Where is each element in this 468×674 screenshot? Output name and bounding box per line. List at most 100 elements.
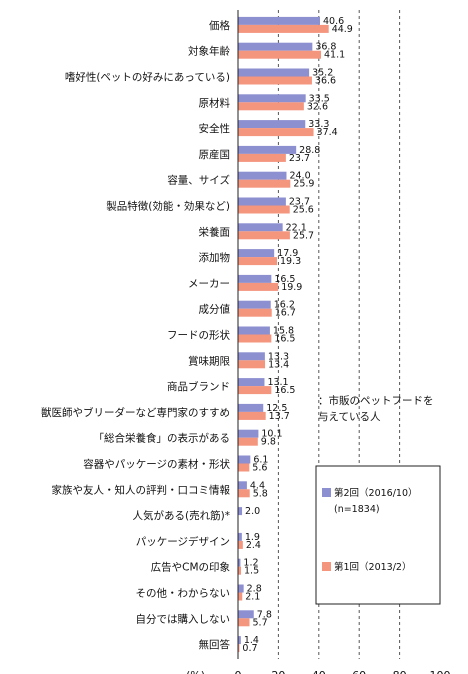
data-label: 0.7 bbox=[242, 643, 257, 654]
bar-series-2013 bbox=[238, 179, 291, 188]
data-label: 36.8 bbox=[315, 42, 336, 53]
data-label: 16.7 bbox=[275, 308, 296, 319]
bar-series-2016 bbox=[238, 352, 265, 361]
bars bbox=[238, 16, 329, 653]
data-label: 2.0 bbox=[245, 506, 260, 517]
bar-series-2016 bbox=[238, 300, 271, 309]
data-label: 25.7 bbox=[293, 230, 314, 241]
data-label: 22.1 bbox=[286, 222, 307, 233]
data-label: 6.1 bbox=[253, 455, 268, 466]
bar-series-2016 bbox=[238, 636, 241, 645]
bar-series-2016 bbox=[238, 249, 275, 258]
category-label: 原材料 bbox=[199, 96, 231, 109]
bar-series-2016 bbox=[238, 481, 247, 490]
bar-series-2016 bbox=[238, 584, 244, 593]
bar-series-2016 bbox=[238, 403, 264, 412]
data-label: 4.4 bbox=[250, 480, 265, 491]
data-label: 33.5 bbox=[309, 93, 330, 104]
bar-series-2013 bbox=[238, 644, 240, 653]
data-label: 13.7 bbox=[269, 411, 290, 422]
bar-series-2013 bbox=[238, 334, 272, 343]
bar-series-2016 bbox=[238, 120, 306, 129]
data-label: 24.0 bbox=[289, 171, 310, 182]
category-label: 原産国 bbox=[199, 148, 231, 161]
bar-series-2013 bbox=[238, 592, 243, 601]
data-label: 1.5 bbox=[244, 566, 259, 577]
category-label: 広告やCMの印象 bbox=[151, 561, 230, 574]
category-label: 家族や友人・知人の評判・口コミ情報 bbox=[52, 483, 231, 496]
bar-series-2016 bbox=[238, 94, 306, 103]
data-label: 23.7 bbox=[289, 197, 310, 208]
bar-series-2016 bbox=[238, 223, 283, 232]
data-label: 37.4 bbox=[317, 127, 338, 138]
data-label: 13.1 bbox=[267, 377, 288, 388]
x-tick-label: 0 bbox=[235, 669, 242, 674]
data-label: 16.5 bbox=[274, 334, 295, 345]
legend-box bbox=[315, 465, 441, 605]
data-label: 1.2 bbox=[243, 558, 258, 569]
data-label: 5.6 bbox=[252, 463, 267, 474]
data-label: 5.7 bbox=[253, 617, 268, 628]
bar-series-2016 bbox=[238, 42, 313, 51]
data-label: 19.3 bbox=[280, 256, 301, 267]
category-label: 価格 bbox=[209, 19, 230, 32]
category-label: 賞味期限 bbox=[188, 354, 230, 367]
data-label: 13.3 bbox=[268, 351, 289, 362]
bar-series-2013 bbox=[238, 153, 286, 162]
category-label: 安全性 bbox=[199, 122, 231, 135]
bar-series-2013 bbox=[238, 566, 242, 575]
bar-series-2016 bbox=[238, 378, 265, 387]
bar-series-2013 bbox=[238, 102, 304, 111]
x-unit-label: (%) bbox=[186, 669, 205, 674]
data-label: 19.9 bbox=[281, 282, 302, 293]
category-label: 製品特徴(効能・効果など) bbox=[106, 200, 230, 213]
data-label: 2.1 bbox=[245, 592, 260, 603]
bar-series-2013 bbox=[238, 489, 250, 498]
bar-series-2016 bbox=[238, 16, 321, 25]
data-label: 13.4 bbox=[268, 359, 289, 370]
annotation-line: 与えている人 bbox=[318, 411, 381, 423]
bar-series-2013 bbox=[238, 437, 258, 446]
data-label: 16.5 bbox=[274, 274, 295, 285]
bar-series-2013 bbox=[238, 76, 312, 85]
category-label: 自分では購入しない bbox=[136, 612, 231, 625]
data-label: 2.4 bbox=[246, 540, 261, 551]
bar-series-2013 bbox=[238, 540, 243, 549]
category-label: 「総合栄養食」の表示がある bbox=[94, 432, 231, 445]
bar-series-2013 bbox=[238, 24, 329, 33]
bar-series-2016 bbox=[238, 68, 310, 77]
bar-series-2013 bbox=[238, 50, 322, 59]
bar-series-2016 bbox=[238, 326, 270, 335]
data-label: 40.6 bbox=[323, 16, 344, 27]
category-label: 獣医師やブリーダーなど専門家のすすめ bbox=[41, 406, 230, 419]
bar-series-2013 bbox=[238, 308, 272, 317]
bar-series-2013 bbox=[238, 463, 250, 472]
data-label: 33.3 bbox=[308, 119, 329, 130]
bar-series-2016 bbox=[238, 455, 251, 464]
legend-entry: 第2回（2016/10） bbox=[334, 487, 418, 499]
bar-series-2016 bbox=[238, 532, 242, 541]
x-tick-label: 80 bbox=[393, 669, 407, 674]
annotation-line: ：市販のペットフードを bbox=[318, 394, 434, 407]
data-label: 32.6 bbox=[307, 101, 328, 112]
bar-series-2013 bbox=[238, 386, 272, 395]
data-label: 12.5 bbox=[266, 403, 287, 414]
legend-swatch bbox=[322, 488, 331, 497]
category-label: 人気がある(売れ筋)* bbox=[133, 509, 230, 522]
data-label: 28.8 bbox=[299, 145, 320, 156]
category-label: 商品ブランド bbox=[167, 380, 230, 393]
data-label: 23.7 bbox=[289, 153, 310, 164]
bar-series-2013 bbox=[238, 360, 266, 369]
category-label: パッケージデザイン bbox=[136, 535, 230, 548]
legend-swatch bbox=[322, 562, 331, 571]
category-label: その他・わからない bbox=[136, 587, 231, 600]
data-label: 1.4 bbox=[244, 635, 259, 646]
data-label: 16.2 bbox=[274, 300, 295, 311]
data-label: 25.9 bbox=[293, 179, 314, 190]
bar-series-2016 bbox=[238, 429, 259, 438]
data-label: 35.2 bbox=[312, 68, 333, 79]
bar-series-2013 bbox=[238, 282, 279, 291]
bar-series-2016 bbox=[238, 197, 286, 206]
